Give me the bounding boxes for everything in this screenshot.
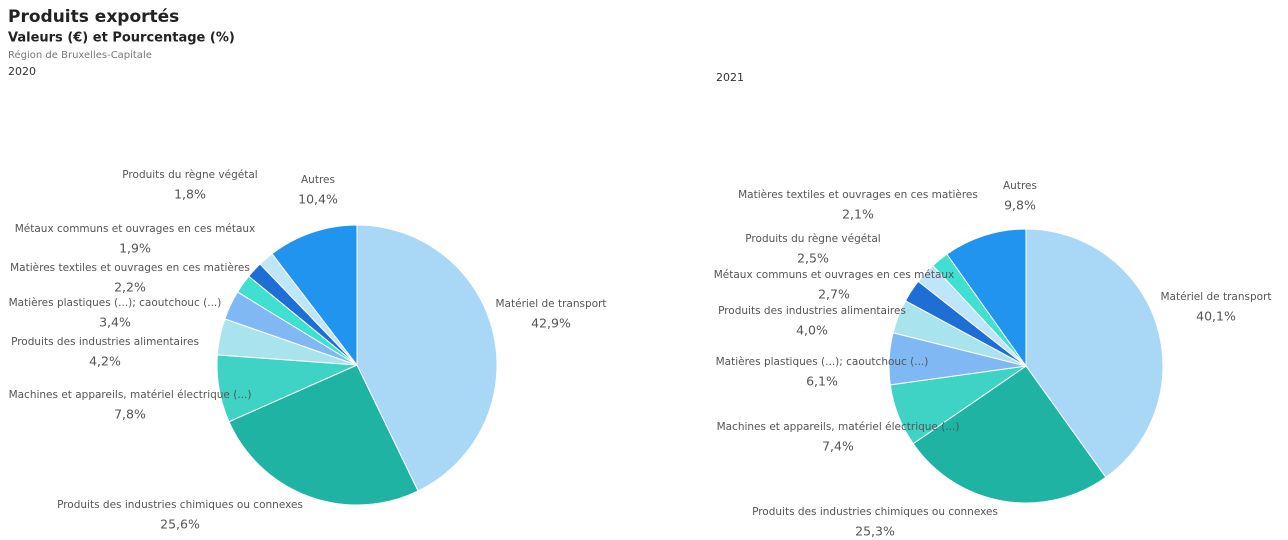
slice-label: Matières plastiques (...); caoutchouc (.…	[9, 297, 222, 309]
value-label: 2,2%	[114, 280, 146, 295]
slice-label: Matières textiles et ouvrages en ces mat…	[738, 189, 978, 201]
slice-label: Autres	[1003, 180, 1037, 192]
value-label: 25,3%	[855, 524, 895, 539]
value-label: 2,1%	[842, 207, 874, 222]
slice-label: Produits des industries alimentaires	[11, 336, 199, 348]
pie-slice	[271, 224, 358, 367]
page-title: Produits exportés	[8, 7, 179, 27]
pie-slice	[912, 365, 1107, 504]
pie-slice	[946, 228, 1027, 368]
slice-label: Machines et appareils, matériel électriq…	[9, 389, 252, 401]
value-label: 25,6%	[160, 517, 200, 532]
value-label: 1,8%	[174, 187, 206, 202]
value-label: 40,1%	[1196, 309, 1236, 324]
slice-label: Produits des industries chimiques ou con…	[752, 506, 998, 518]
value-label: 7,4%	[822, 439, 854, 454]
value-label: 2,5%	[797, 251, 829, 266]
pie-slice	[1025, 228, 1164, 479]
value-label: 7,8%	[114, 407, 146, 422]
slice-label: Matières textiles et ouvrages en ces mat…	[10, 262, 250, 274]
slice-label: Matières plastiques (...); caoutchouc (.…	[716, 356, 929, 368]
value-label: 9,8%	[1004, 198, 1036, 213]
chart-title: 2020	[8, 65, 36, 78]
slice-label: Matériel de transport	[1161, 291, 1272, 303]
slice-label: Métaux communs et ouvrages en ces métaux	[15, 223, 256, 235]
value-label: 4,0%	[796, 323, 828, 338]
region: Région de Bruxelles-Capitale	[8, 49, 152, 61]
slice-label: Autres	[301, 174, 335, 186]
chart-title: 2021	[716, 71, 744, 84]
slice-label: Produits du règne végétal	[122, 169, 257, 181]
value-label: 2,7%	[818, 287, 850, 302]
value-label: 10,4%	[298, 192, 338, 207]
value-label: 1,9%	[119, 241, 151, 256]
pie-slice	[228, 364, 419, 506]
slice-label: Métaux communs et ouvrages en ces métaux	[714, 269, 955, 281]
slice-label: Machines et appareils, matériel électriq…	[717, 421, 960, 433]
value-label: 4,2%	[89, 354, 121, 369]
slice-label: Produits des industries alimentaires	[718, 305, 906, 317]
value-label: 6,1%	[806, 374, 838, 389]
slice-label: Produits du règne végétal	[745, 233, 880, 245]
value-label: 42,9%	[531, 316, 571, 331]
pie-slice	[356, 224, 498, 492]
value-label: 3,4%	[99, 315, 131, 330]
slice-label: Produits des industries chimiques ou con…	[57, 499, 303, 511]
slice-label: Matériel de transport	[496, 298, 607, 310]
page-subtitle: Valeurs (€) et Pourcentage (%)	[8, 31, 235, 46]
